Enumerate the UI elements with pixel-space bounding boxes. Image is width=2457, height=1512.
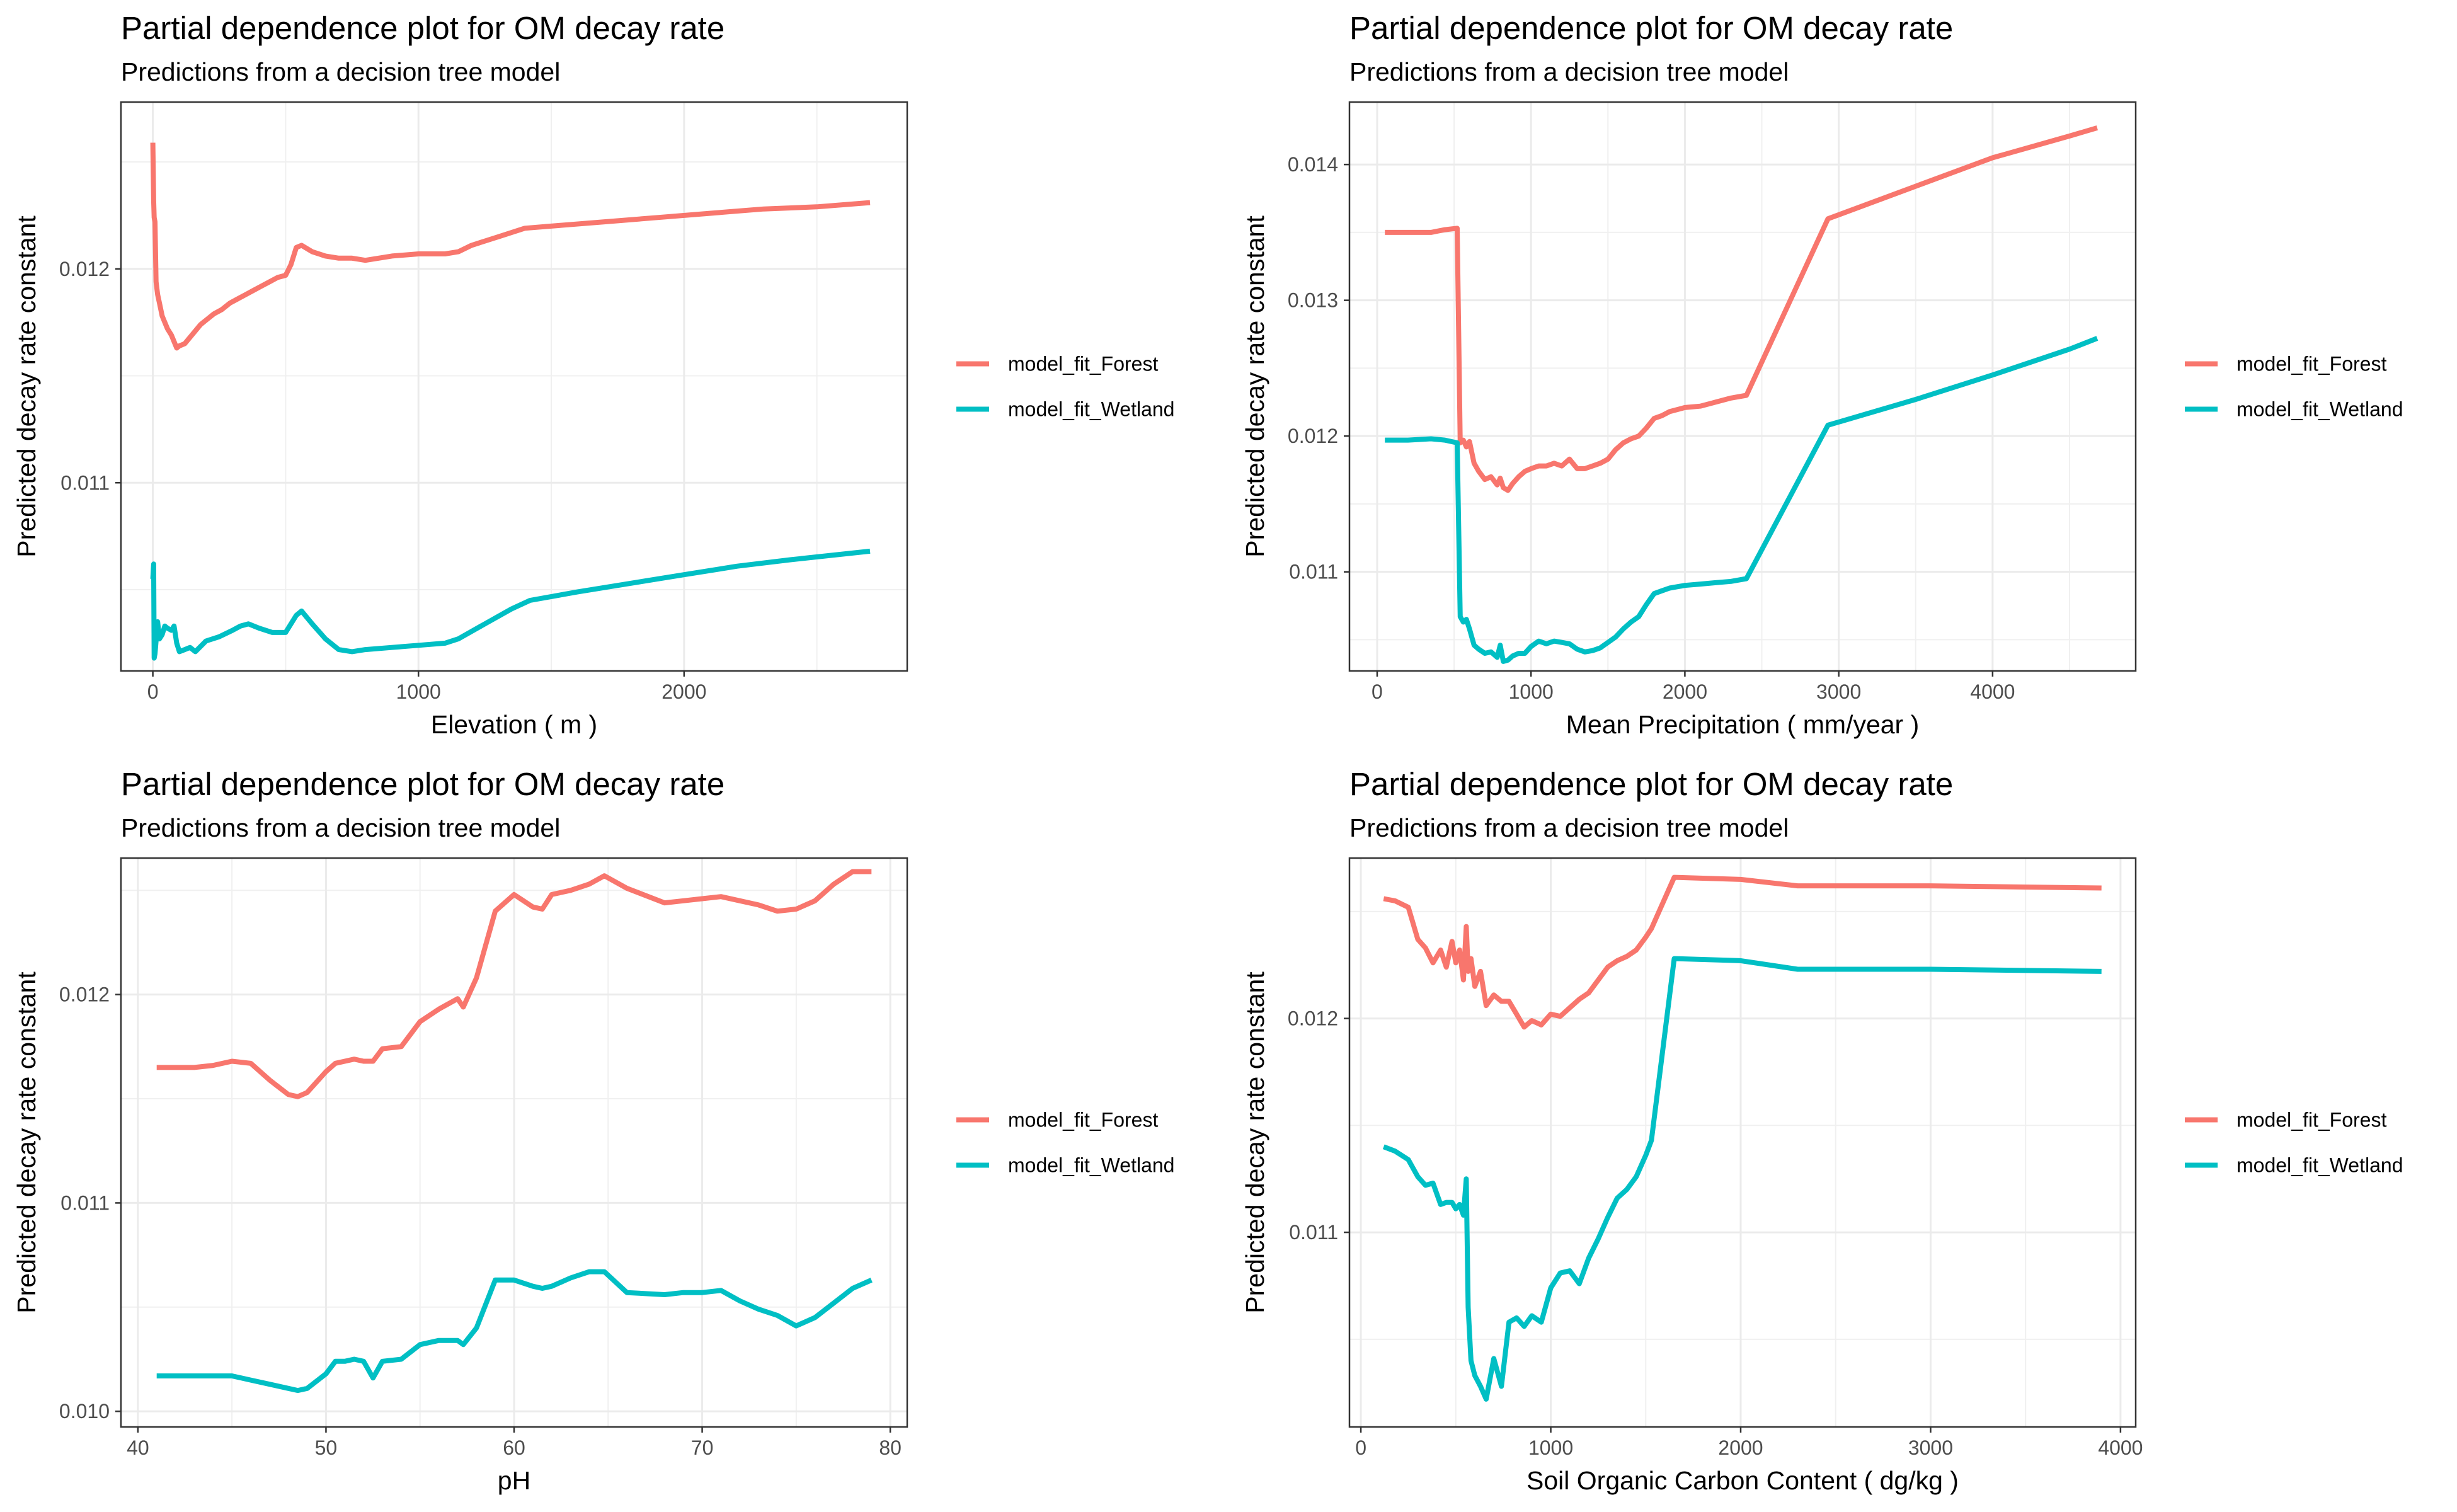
legend-label: model_fit_Wetland bbox=[2236, 1154, 2403, 1177]
chart-subtitle: Predictions from a decision tree model bbox=[121, 813, 560, 842]
plot-background bbox=[1349, 102, 2136, 671]
chart-title: Partial dependence plot for OM decay rat… bbox=[121, 766, 724, 802]
x-tick-label: 0 bbox=[1355, 1436, 1366, 1459]
chart-subtitle: Predictions from a decision tree model bbox=[1349, 57, 1789, 86]
x-tick-label: 2000 bbox=[1718, 1436, 1763, 1459]
series-line-model-fit-forest bbox=[150, 142, 871, 351]
x-tick-label: 60 bbox=[503, 1436, 525, 1459]
legend-label: model_fit_Forest bbox=[1008, 1109, 1158, 1131]
chart-panel-elevation: Partial dependence plot for OM decay rat… bbox=[0, 0, 1228, 756]
chart-ph: Partial dependence plot for OM decay rat… bbox=[12, 766, 1174, 1495]
legend: model_fit_Forest model_fit_Wetland bbox=[2185, 353, 2403, 421]
x-tick-label: 50 bbox=[315, 1436, 338, 1459]
x-tick-label: 1000 bbox=[1528, 1436, 1573, 1459]
y-tick-label: 0.012 bbox=[59, 258, 110, 280]
y-tick-label: 0.011 bbox=[60, 1191, 110, 1214]
plot-border bbox=[1348, 857, 2137, 1428]
x-tick-label: 3000 bbox=[1908, 1436, 1953, 1459]
x-tick-label: 2000 bbox=[662, 680, 706, 703]
y-tick-label: 0.012 bbox=[1288, 425, 1338, 447]
series-line-model-fit-forest bbox=[1383, 874, 2102, 1030]
x-axis-label: Soil Organic Carbon Content ( dg/kg ) bbox=[1526, 1466, 1959, 1495]
x-axis-label: Elevation ( m ) bbox=[431, 710, 597, 739]
x-axis-label: Mean Precipitation ( mm/year ) bbox=[1566, 710, 1920, 739]
chart-title: Partial dependence plot for OM decay rat… bbox=[121, 10, 724, 46]
x-tick-label: 40 bbox=[127, 1436, 149, 1459]
legend-label: model_fit_Forest bbox=[1008, 353, 1158, 375]
legend-label: model_fit_Wetland bbox=[1008, 1154, 1174, 1177]
x-tick-label: 0 bbox=[147, 680, 159, 703]
legend: model_fit_Forest model_fit_Wetland bbox=[2185, 1109, 2403, 1177]
series-line-model-fit-wetland bbox=[150, 548, 871, 661]
chart-soil-carbon: Partial dependence plot for OM decay rat… bbox=[1240, 766, 2403, 1495]
chart-elevation: Partial dependence plot for OM decay rat… bbox=[12, 10, 1174, 739]
plot-background bbox=[121, 102, 907, 671]
series-line-model-fit-forest bbox=[156, 869, 872, 1099]
y-tick-label: 0.011 bbox=[60, 471, 110, 494]
y-axis-label: Predicted decay rate constant bbox=[12, 215, 41, 558]
series-line-model-fit-wetland bbox=[1382, 956, 2102, 1402]
legend-label: model_fit_Wetland bbox=[1008, 398, 1174, 421]
legend: model_fit_Forest model_fit_Wetland bbox=[956, 1109, 1174, 1177]
y-axis-label: Predicted decay rate constant bbox=[1240, 215, 1269, 558]
x-tick-label: 2000 bbox=[1663, 680, 1707, 703]
plot-background bbox=[1349, 858, 2136, 1427]
x-tick-label: 4000 bbox=[2098, 1436, 2143, 1459]
chart-panel-ph: Partial dependence plot for OM decay rat… bbox=[0, 756, 1228, 1512]
legend: model_fit_Forest model_fit_Wetland bbox=[956, 353, 1174, 421]
chart-subtitle: Predictions from a decision tree model bbox=[1349, 813, 1789, 842]
x-tick-label: 80 bbox=[879, 1436, 902, 1459]
series-line-model-fit-wetland bbox=[1385, 336, 2099, 664]
plot-border bbox=[1348, 101, 2137, 672]
chart-title: Partial dependence plot for OM decay rat… bbox=[1349, 10, 1953, 46]
x-axis-label: pH bbox=[498, 1466, 530, 1495]
chart-panel-soil-carbon: Partial dependence plot for OM decay rat… bbox=[1228, 756, 2457, 1512]
y-axis-label: Predicted decay rate constant bbox=[1240, 971, 1269, 1314]
plot-border bbox=[120, 101, 908, 672]
chart-subtitle: Predictions from a decision tree model bbox=[121, 57, 560, 86]
legend-label: model_fit_Wetland bbox=[2236, 398, 2403, 421]
y-tick-label: 0.010 bbox=[59, 1400, 110, 1423]
y-tick-label: 0.014 bbox=[1288, 153, 1338, 176]
gridlines bbox=[1349, 102, 2136, 671]
y-axis-label: Predicted decay rate constant bbox=[12, 971, 41, 1314]
x-tick-label: 4000 bbox=[1970, 680, 2015, 703]
series-line-model-fit-wetland bbox=[156, 1269, 873, 1394]
gridlines bbox=[1349, 858, 2136, 1427]
series-line-model-fit-forest bbox=[1385, 125, 2099, 493]
y-tick-label: 0.012 bbox=[59, 983, 110, 1006]
chart-precipitation: Partial dependence plot for OM decay rat… bbox=[1240, 10, 2403, 739]
legend-label: model_fit_Forest bbox=[2236, 353, 2386, 375]
y-tick-label: 0.013 bbox=[1288, 289, 1338, 312]
x-tick-label: 3000 bbox=[1816, 680, 1861, 703]
legend-label: model_fit_Forest bbox=[2236, 1109, 2386, 1131]
y-tick-label: 0.011 bbox=[1289, 1221, 1338, 1244]
x-tick-label: 70 bbox=[691, 1436, 714, 1459]
x-tick-label: 0 bbox=[1372, 680, 1383, 703]
chart-panel-precipitation: Partial dependence plot for OM decay rat… bbox=[1228, 0, 2457, 756]
y-tick-label: 0.012 bbox=[1288, 1007, 1338, 1030]
chart-title: Partial dependence plot for OM decay rat… bbox=[1349, 766, 1953, 802]
x-tick-label: 1000 bbox=[396, 680, 441, 703]
gridlines bbox=[121, 858, 907, 1427]
y-tick-label: 0.011 bbox=[1289, 561, 1338, 583]
x-tick-label: 1000 bbox=[1509, 680, 1554, 703]
